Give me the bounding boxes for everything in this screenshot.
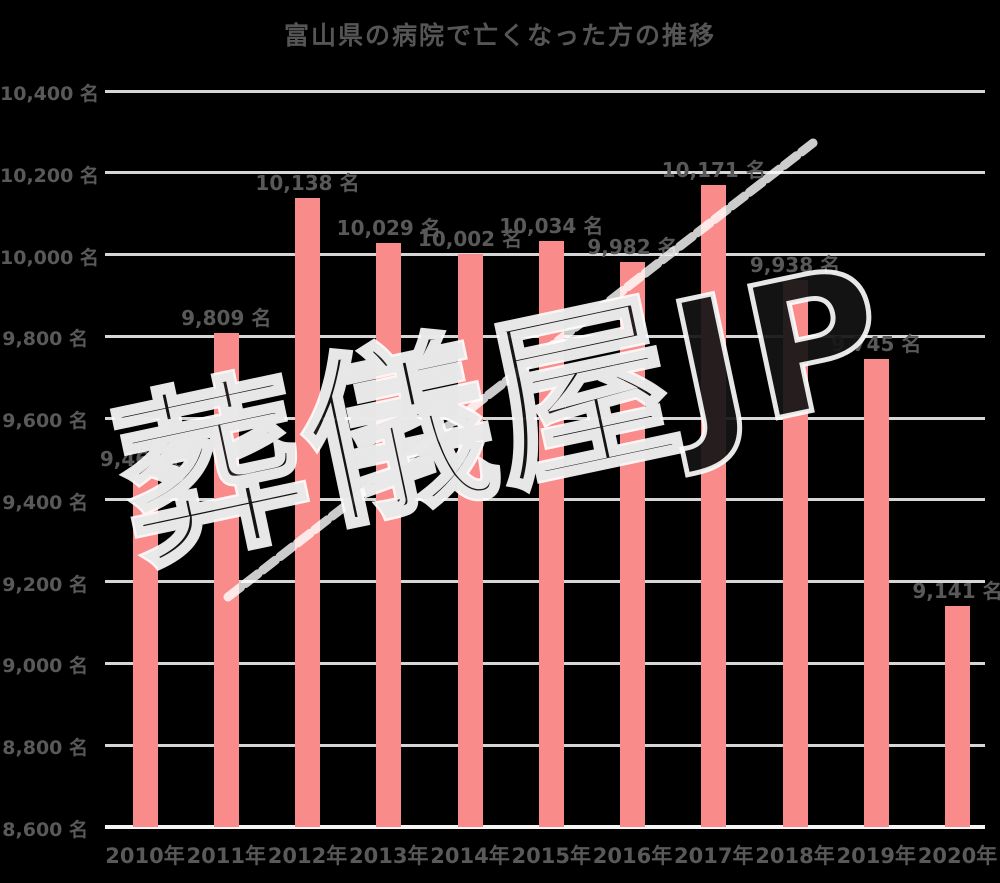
x-tick-label: 2017年 — [674, 844, 754, 868]
bar — [945, 605, 970, 827]
y-tick-label: 9,800 名 — [2, 328, 88, 351]
bar-value-label: 9,745 名 — [831, 331, 922, 356]
bar-value-label: 9,809 名 — [181, 305, 272, 330]
bar — [132, 473, 158, 827]
x-tick-label: 2016年 — [592, 844, 673, 868]
bar-value-label: 9,141 名 — [912, 578, 1000, 603]
y-tick-label: 10,400 名 — [0, 83, 99, 105]
x-tick-label: 2014年 — [430, 844, 510, 868]
bar — [213, 332, 239, 827]
x-tick-label: 2019年 — [836, 844, 916, 868]
y-tick-label: 10,200 名 — [0, 164, 99, 187]
x-tick-label: 2012年 — [267, 844, 348, 868]
x-tick-label: 2018年 — [755, 844, 835, 868]
gridline — [105, 89, 985, 93]
bar — [701, 184, 727, 827]
bar — [538, 240, 564, 827]
y-tick-label: 8,800 名 — [2, 737, 88, 760]
y-tick-label: 10,000 名 — [0, 246, 99, 269]
x-tick-label: 2020年 — [917, 844, 998, 868]
bar — [457, 253, 483, 827]
y-tick-label: 9,400 名 — [2, 491, 88, 514]
bar-value-label: 9,938 名 — [749, 252, 841, 277]
bar — [863, 358, 889, 827]
bar-value-label: 9,464 名 — [99, 446, 191, 471]
y-tick-label: 9,600 名 — [2, 410, 88, 433]
chart-title: 富山県の病院で亡くなった方の推移 — [283, 21, 716, 50]
bar — [782, 279, 808, 827]
bar — [295, 198, 320, 827]
bar — [620, 261, 645, 827]
y-tick-label: 9,200 名 — [2, 573, 88, 596]
y-tick-label: 9,000 名 — [2, 655, 88, 678]
x-tick-label: 2010年 — [105, 844, 185, 868]
x-tick-label: 2013年 — [349, 844, 429, 868]
x-tick-label: 2015年 — [511, 844, 591, 868]
y-tick-label: 8,600 名 — [2, 819, 88, 841]
bar-value-label: 10,171 名 — [661, 157, 766, 182]
bar-value-label: 10,138 名 — [255, 171, 360, 196]
x-tick-label: 2011年 — [186, 844, 266, 868]
x-axis-line — [105, 825, 985, 829]
bar — [376, 242, 402, 827]
bar-value-label: 9,982 名 — [587, 234, 678, 259]
